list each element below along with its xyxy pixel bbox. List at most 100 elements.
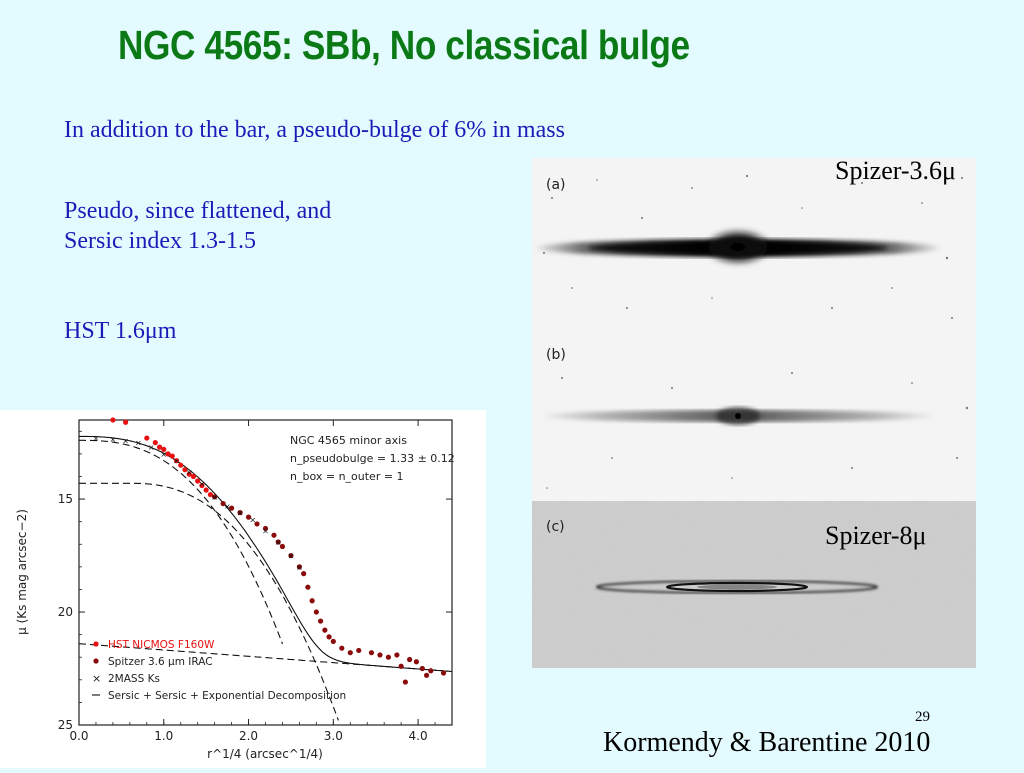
data-point-hst bbox=[186, 471, 192, 477]
data-point-spitzer bbox=[212, 494, 218, 500]
data-point-spitzer bbox=[423, 672, 430, 678]
data-point-2mass: × bbox=[249, 515, 256, 524]
total-model-curve bbox=[79, 435, 453, 673]
data-point-hst bbox=[152, 439, 158, 446]
data-point-hst bbox=[178, 462, 184, 468]
data-point-hst bbox=[182, 467, 188, 473]
data-point-spitzer bbox=[402, 679, 408, 685]
data-point-2mass: × bbox=[93, 434, 100, 443]
data-point-hst bbox=[190, 473, 197, 480]
star-field bbox=[543, 174, 969, 489]
data-point-spitzer bbox=[309, 598, 315, 604]
data-point-spitzer bbox=[228, 505, 235, 511]
legend-marker-2mass: × bbox=[92, 672, 101, 685]
data-point-hst bbox=[123, 419, 129, 425]
data-point-2mass: × bbox=[262, 527, 269, 536]
data-point-spitzer bbox=[262, 525, 269, 532]
data-point-spitzer bbox=[275, 539, 281, 545]
panel-label-a: (a) bbox=[546, 177, 566, 193]
x-tick-label: 1.0 bbox=[154, 729, 173, 743]
data-point-spitzer bbox=[356, 647, 362, 654]
y-tick-label: 15 bbox=[58, 492, 73, 506]
data-point-spitzer bbox=[339, 645, 345, 651]
data-point-hst bbox=[144, 435, 150, 441]
x-tick-label: 0.0 bbox=[69, 729, 88, 743]
galaxy-image-3p6-panel: (a) (b) bbox=[532, 158, 976, 501]
data-point-spitzer bbox=[440, 670, 447, 676]
data-point-spitzer bbox=[254, 521, 260, 527]
credit-citation: Kormendy & Barentine 2010 bbox=[603, 727, 931, 758]
data-point-spitzer bbox=[322, 627, 328, 633]
data-point-spitzer bbox=[419, 665, 425, 672]
galaxy-b bbox=[538, 407, 938, 425]
data-point-2mass: × bbox=[110, 435, 117, 444]
legend-spitzer: Spitzer 3.6 μm IRAC bbox=[108, 656, 213, 668]
data-point-spitzer bbox=[245, 514, 252, 520]
data-point-spitzer bbox=[385, 654, 392, 660]
data-point-2mass: × bbox=[122, 436, 129, 445]
data-point-spitzer bbox=[377, 652, 383, 658]
data-point-spitzer bbox=[347, 650, 353, 656]
x-tick-label: 3.0 bbox=[324, 729, 343, 743]
page-number: 29 bbox=[915, 709, 930, 725]
data-point-spitzer bbox=[296, 564, 303, 570]
x-tick-label: 4.0 bbox=[409, 729, 428, 743]
slide-title: NGC 4565: SBb, No classical bulge bbox=[118, 22, 690, 68]
data-point-2mass: × bbox=[288, 552, 295, 561]
box-component-curve bbox=[79, 482, 339, 721]
annotation-line-1: NGC 4565 minor axis bbox=[290, 434, 407, 447]
legend-marker-spitzer bbox=[93, 658, 99, 664]
pseudobulge-component-curve bbox=[79, 439, 284, 645]
data-point-2mass: × bbox=[135, 439, 142, 448]
data-point-spitzer bbox=[301, 571, 307, 577]
data-point-2mass: × bbox=[211, 493, 218, 502]
data-point-hst bbox=[199, 482, 205, 489]
y-tick-label: 25 bbox=[58, 718, 73, 732]
text-hst-band: HST 1.6μm bbox=[64, 318, 177, 344]
x-tick-label: 2.0 bbox=[239, 729, 258, 743]
data-point-2mass: × bbox=[296, 563, 303, 572]
data-point-spitzer bbox=[279, 543, 286, 550]
data-point-spitzer bbox=[305, 584, 311, 590]
data-point-spitzer bbox=[288, 552, 294, 559]
data-point-hst bbox=[161, 446, 167, 452]
profile-plot: 0.0 1.0 2.0 3.0 4.0 15 20 25 × × × × × × × × × × × × × × × × × … bbox=[0, 410, 486, 768]
data-point-spitzer bbox=[368, 650, 375, 656]
caption-spitzer-3p6: Spizer-3.6μ bbox=[835, 156, 956, 185]
annotation-line-2: n_pseudobulge = 1.33 ± 0.12 bbox=[290, 452, 455, 465]
data-point-hst bbox=[207, 491, 213, 498]
data-point-2mass: × bbox=[199, 479, 206, 488]
data-point-2mass: × bbox=[160, 450, 167, 459]
galaxy-c bbox=[596, 580, 878, 594]
galaxy-image-8-panel: (c) bbox=[532, 501, 976, 668]
data-point-hst bbox=[156, 444, 163, 450]
caption-spitzer-8: Spizer-8μ bbox=[825, 521, 927, 550]
galaxy-image-3p6: (a) (b) bbox=[532, 158, 976, 501]
data-point-2mass: × bbox=[148, 443, 155, 452]
text-pseudo-flattened: Pseudo, since flattened, and bbox=[64, 198, 332, 224]
data-point-2mass: × bbox=[275, 538, 282, 547]
data-point-spitzer bbox=[394, 652, 400, 658]
panel-label-b: (b) bbox=[546, 347, 566, 363]
panel-label-c: (c) bbox=[546, 519, 565, 535]
data-point-hst bbox=[165, 451, 171, 457]
data-point-hst bbox=[110, 417, 116, 423]
data-point-spitzer bbox=[313, 609, 319, 615]
annotation-line-3: n_box = n_outer = 1 bbox=[290, 470, 404, 483]
text-sersic-index: Sersic index 1.3-1.5 bbox=[64, 228, 256, 254]
y-tick-label: 20 bbox=[58, 605, 73, 619]
data-point-spitzer bbox=[413, 659, 419, 665]
data-point-2mass: × bbox=[224, 502, 231, 511]
data-point-spitzer bbox=[220, 500, 226, 507]
data-point-spitzer bbox=[318, 618, 324, 624]
galaxy-a bbox=[533, 229, 943, 265]
legend-hst: HST NICMOS F160W bbox=[108, 639, 215, 651]
data-point-hst bbox=[203, 487, 209, 493]
data-point-hst bbox=[195, 478, 201, 484]
data-point-spitzer bbox=[271, 532, 277, 538]
legend-decomposition: Sersic + Sersic + Exponential Decomposit… bbox=[108, 690, 346, 702]
data-point-hst bbox=[169, 453, 175, 459]
legend-marker-hst bbox=[93, 641, 99, 647]
x-axis-label: r^1/4 (arcsec^1/4) bbox=[207, 747, 323, 761]
